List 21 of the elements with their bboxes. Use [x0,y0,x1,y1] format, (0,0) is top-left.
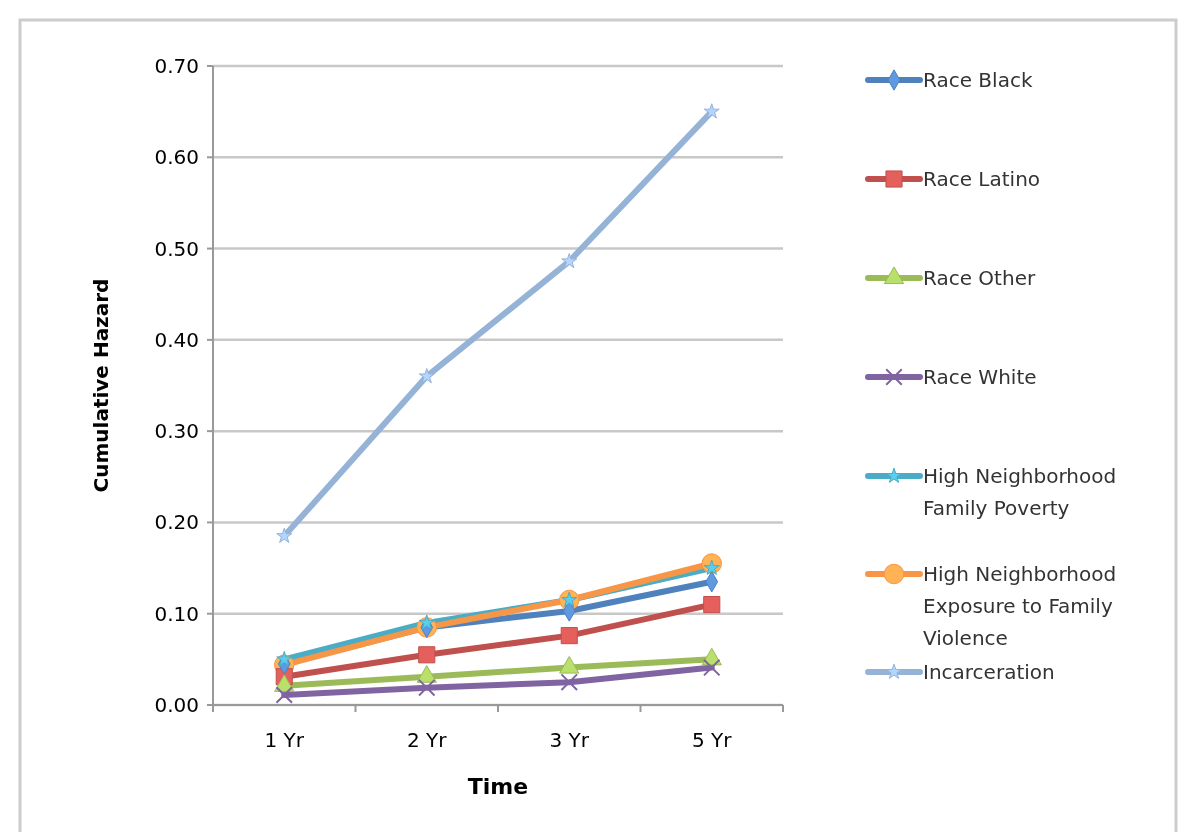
y-axis-title: Cumulative Hazard [89,278,113,493]
y-tick-label: 0.40 [154,327,199,352]
legend-label: Race Other [923,266,1036,290]
legend-label: Race White [923,365,1037,389]
legend-label: High Neighborhood Family Poverty [923,464,1117,520]
x-tick-label: 3 Yr [549,728,590,752]
y-tick-label: 0.70 [154,54,199,78]
y-tick-label: 0.50 [154,236,199,261]
x-axis-title: Time [467,774,529,799]
y-tick-label: 0.20 [154,510,199,535]
legend-label: High Neighborhood Exposure to Family Violence [923,562,1117,650]
x-tick-label: 1 Yr [264,728,305,752]
legend-label: Incarceration [923,660,1055,684]
y-tick-label: 0.60 [154,145,199,170]
y-tick-label: 0.10 [154,601,199,626]
y-tick-label: 0.00 [154,693,199,717]
legend-label: Race Black [923,68,1033,92]
y-tick-label: 0.30 [154,419,199,444]
x-tick-label: 5 Yr [691,728,733,752]
legend-label: Race Latino [923,167,1041,191]
x-tick-label: 2 Yr [406,728,448,752]
